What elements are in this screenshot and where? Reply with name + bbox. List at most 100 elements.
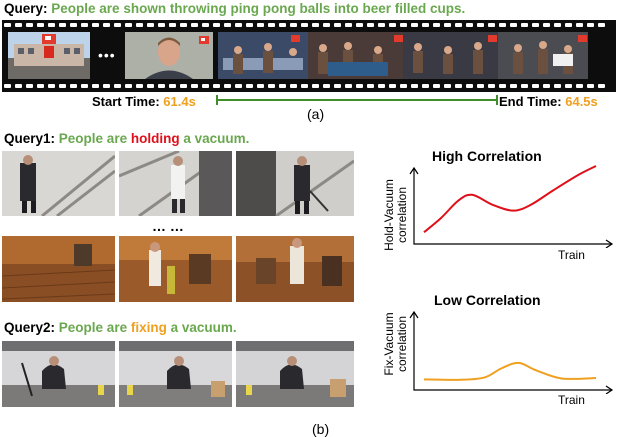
chart-low-xlabel: Train bbox=[558, 393, 585, 407]
film-perforation bbox=[389, 23, 396, 27]
film-perforation bbox=[499, 84, 506, 88]
start-time-label: Start Time: bbox=[92, 94, 160, 109]
query1-part1: People are bbox=[58, 131, 128, 146]
film-perforation bbox=[213, 23, 220, 27]
video-frame-presenter bbox=[125, 32, 213, 79]
film-perforation bbox=[15, 23, 22, 27]
film-perforation bbox=[279, 23, 286, 27]
film-perforation bbox=[103, 84, 110, 88]
film-perforation bbox=[70, 23, 77, 27]
film-perforation bbox=[367, 23, 374, 27]
film-perforation bbox=[433, 23, 440, 27]
film-perforation bbox=[444, 23, 451, 27]
film-perforation bbox=[191, 23, 198, 27]
chart-high-xlabel: Train bbox=[558, 248, 585, 262]
film-perforation bbox=[543, 23, 550, 27]
film-perforation bbox=[301, 84, 308, 88]
query-a-text: People are shown throwing ping pong ball… bbox=[51, 1, 466, 16]
film-perforation bbox=[147, 84, 154, 88]
caption-b: (b) bbox=[312, 421, 330, 437]
film-perforation bbox=[477, 23, 484, 27]
film-perforation bbox=[598, 23, 605, 27]
query1: Query1: People are holding a vacuum. bbox=[4, 131, 249, 146]
film-perforation bbox=[345, 23, 352, 27]
query2-highlight: fixing bbox=[130, 320, 167, 335]
end-time-label: End Time: bbox=[499, 94, 562, 109]
film-perforation bbox=[81, 23, 88, 27]
end-time: End Time: 64.5s bbox=[499, 94, 598, 109]
film-perforation bbox=[532, 23, 539, 27]
film-perforation bbox=[510, 84, 517, 88]
series-line bbox=[423, 361, 597, 381]
film-perforation bbox=[180, 84, 187, 88]
query1-highlight: holding bbox=[130, 131, 180, 146]
film-perforations-bottom bbox=[2, 84, 616, 89]
film-perforation bbox=[4, 23, 11, 27]
film-perforation bbox=[411, 84, 418, 88]
film-perforation bbox=[290, 23, 297, 27]
film-perforation bbox=[532, 84, 539, 88]
film-perforation bbox=[103, 23, 110, 27]
series-line bbox=[423, 165, 597, 234]
film-perforation bbox=[466, 23, 473, 27]
film-perforation bbox=[488, 23, 495, 27]
film-perforation bbox=[499, 23, 506, 27]
query2-part1: People are bbox=[58, 320, 128, 335]
film-perforation bbox=[587, 23, 594, 27]
x-axis-arrow bbox=[605, 385, 614, 394]
film-perforation bbox=[400, 84, 407, 88]
film-perforation bbox=[92, 23, 99, 27]
x-axis-arrow bbox=[605, 239, 614, 248]
axes bbox=[413, 168, 612, 245]
film-perforation bbox=[444, 84, 451, 88]
query1-frame-6 bbox=[236, 236, 354, 302]
film-perforation bbox=[125, 84, 132, 88]
film-perforation bbox=[147, 23, 154, 27]
query1-frame-2 bbox=[119, 151, 232, 216]
film-perforation bbox=[433, 84, 440, 88]
video-filmstrip: ••• bbox=[2, 20, 616, 92]
chart-low-ylabel: Fix-Vacuum correlation bbox=[382, 299, 411, 389]
film-perforation bbox=[323, 84, 330, 88]
video-frame-crowd-event bbox=[218, 32, 588, 79]
query2-frame-2 bbox=[119, 341, 232, 407]
film-perforation bbox=[37, 23, 44, 27]
video-frame-building bbox=[8, 32, 90, 79]
query2-frame-3 bbox=[236, 341, 354, 407]
film-perforation bbox=[598, 84, 605, 88]
film-perforation bbox=[345, 84, 352, 88]
film-perforation bbox=[158, 84, 165, 88]
film-perforation bbox=[422, 84, 429, 88]
film-perforation bbox=[15, 84, 22, 88]
film-perforation bbox=[356, 84, 363, 88]
film-perforation bbox=[466, 84, 473, 88]
film-perforation bbox=[246, 23, 253, 27]
query2-part2: a vacuum. bbox=[170, 320, 237, 335]
film-perforation bbox=[37, 84, 44, 88]
film-perforation bbox=[411, 23, 418, 27]
film-perforation bbox=[587, 84, 594, 88]
film-perforation bbox=[565, 84, 572, 88]
query2: Query2: People are fixing a vacuum. bbox=[4, 320, 237, 335]
film-perforation bbox=[554, 84, 561, 88]
film-perforation bbox=[48, 23, 55, 27]
film-perforation bbox=[202, 23, 209, 27]
film-perforation bbox=[334, 84, 341, 88]
film-perforation bbox=[312, 84, 319, 88]
query2-prefix: Query2: bbox=[4, 320, 56, 335]
film-perforation bbox=[26, 23, 33, 27]
film-perforation bbox=[92, 84, 99, 88]
film-perforation bbox=[202, 84, 209, 88]
film-perforation bbox=[290, 84, 297, 88]
film-perforation bbox=[136, 84, 143, 88]
query1-part2: a vacuum. bbox=[183, 131, 250, 146]
film-perforation bbox=[378, 84, 385, 88]
film-perforation bbox=[301, 23, 308, 27]
film-perforation bbox=[455, 84, 462, 88]
y-axis-arrow bbox=[409, 310, 419, 319]
chart-high-ylabel: Hold-Vacuum correlation bbox=[382, 170, 411, 260]
film-perforation bbox=[114, 23, 121, 27]
film-perforation bbox=[257, 23, 264, 27]
film-perforation bbox=[565, 23, 572, 27]
query1-prefix: Query1: bbox=[4, 131, 56, 146]
